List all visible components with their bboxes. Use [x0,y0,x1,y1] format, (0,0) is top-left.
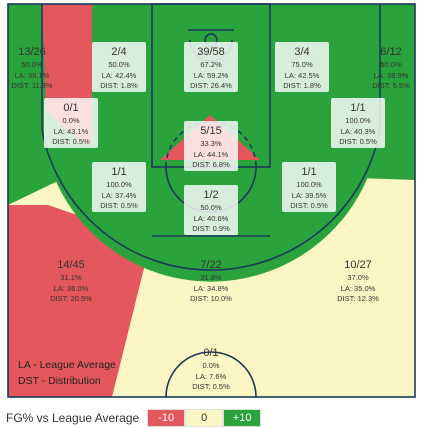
zone-league-average: LA: 7.6% [196,372,227,381]
zone-league-average: LA: 43.1% [54,127,89,136]
zone-fg-pct: 100.0% [345,116,371,125]
zone-fg-pct: 50.0% [108,60,130,69]
zone-fg-pct: 31.8% [200,273,222,282]
shot-chart-court: 13/26 50.0% LA: 38.1%DIST: 11.8% 2/4 50.0% LA… [7,3,416,398]
zone-fg-pct: 50.0% [380,60,402,69]
legend-item: 0 [185,409,224,427]
zone-fg-value: 2/4 [111,46,126,58]
zone-fg-value: 6/12 [380,46,401,58]
zone-distribution: DIST: 1.8% [283,81,321,90]
zone-label-right-baseline-mid: 1/1 100.0% LA: 40.3%DIST: 0.5% [331,98,385,148]
zone-league-average: LA: 44.1% [194,150,229,159]
zone-fg-value: 39/58 [197,46,225,58]
zone-league-average: LA: 35.0% [341,284,376,293]
zone-league-average: LA: 42.4% [102,71,137,80]
zone-distribution: DIST: 1.8% [100,81,138,90]
zone-distribution: DIST: 0.5% [290,201,328,210]
zone-distribution: DIST: 0.5% [52,137,90,146]
zone-distribution: DIST: 12.3% [337,294,379,303]
zone-label-right-wing-mid: 1/1 100.0% LA: 39.5%DIST: 0.5% [282,162,336,212]
zone-distribution: DIST: 0.5% [339,137,377,146]
zone-league-average: LA: 40.6% [194,214,229,223]
zone-distribution: DIST: 6.8% [192,160,230,169]
zone-fg-pct: 100.0% [296,180,322,189]
zone-league-average: LA: 38.1% [15,71,50,80]
zone-fg-pct: 67.2% [200,60,222,69]
zone-label-box [44,98,98,148]
zone-label-paint-upper: 5/15 33.3% LA: 44.1%DIST: 6.8% [184,121,238,171]
zone-label-right-wing-three: 3/4 75.0% LA: 42.5%DIST: 1.8% [275,42,329,92]
zone-label-left-baseline-mid: 0/1 0.0% LA: 43.1%DIST: 0.5% [44,98,98,148]
zone-fg-value: 0/1 [63,102,78,114]
zone-label-box [275,42,329,92]
zone-fg-value: 0/1 [203,347,218,359]
zone-distribution: DIST: 5.5% [372,81,410,90]
zone-label-top-three: 39/58 67.2% LA: 59.2%DIST: 26.4% [184,42,238,92]
zone-fg-value: 1/1 [111,166,126,178]
zone-label-backcourt: 0/1 0.0% LA: 7.6%DIST: 0.5% [192,347,230,391]
zone-distribution: DIST: 0.5% [192,382,230,391]
zone-label-box [184,185,238,235]
legend-item: +10 [223,409,262,427]
zone-label-box [331,98,385,148]
zone-league-average: LA: 59.2% [194,71,229,80]
zone-labels: 13/26 50.0% LA: 38.1%DIST: 11.8% 2/4 50.0% LA… [11,42,410,391]
zone-label-left-deep-three: 14/45 31.1% LA: 36.0%DIST: 20.5% [50,259,92,303]
zone-distribution: DIST: 0.9% [192,224,230,233]
zone-distribution: DIST: 20.5% [50,294,92,303]
zone-fg-value: 14/45 [57,259,85,271]
zone-league-average: LA: 38.9% [374,71,409,80]
zone-fg-value: 1/1 [350,102,365,114]
zone-fg-value: 5/15 [200,125,221,137]
zone-label-right-deep-three: 10/27 37.0% LA: 35.0%DIST: 12.3% [337,259,379,303]
zone-fg-pct: 75.0% [291,60,313,69]
legend-title: FG% vs League Average [6,411,140,425]
zone-league-average: LA: 40.3% [341,127,376,136]
zone-label-center-deep-three: 7/22 31.8% LA: 34.8%DIST: 10.0% [190,259,232,303]
zone-fg-value: 3/4 [294,46,309,58]
zone-label-box [282,162,336,212]
zone-label-box [184,42,238,92]
zone-fg-value: 1/2 [203,189,218,201]
note-distribution: DST - Distribution [18,375,101,387]
zone-distribution: DIST: 0.5% [100,201,138,210]
zone-league-average: LA: 36.0% [54,284,89,293]
zone-fg-value: 7/22 [200,259,221,271]
zone-fg-value: 1/1 [301,166,316,178]
zone-fg-value: 13/26 [18,46,46,58]
zone-fg-pct: 37.0% [347,273,369,282]
zone-fg-pct: 31.1% [60,273,82,282]
zone-fg-pct: 100.0% [106,180,132,189]
zone-fg-pct: 50.0% [21,60,43,69]
zone-label-left-corner-three: 13/26 50.0% LA: 38.1%DIST: 11.8% [11,46,52,90]
legend-item: -10 [147,409,186,427]
zone-label-left-wing-three: 2/4 50.0% LA: 42.4%DIST: 1.8% [92,42,146,92]
legend-items: -10 0 +10 [147,409,262,427]
legend-footer: FG% vs League Average -10 0 +10 [6,408,262,428]
zone-fill-center-deep-three [112,236,318,397]
zone-fg-value: 10/27 [344,259,372,271]
zone-fg-pct: 0.0% [62,116,79,125]
zone-league-average: LA: 37.4% [102,191,137,200]
zone-fill-right-corner-three [358,4,415,180]
zone-label-box [92,162,146,212]
zone-fill-left-deep-three [8,205,152,397]
zone-fg-pct: 33.3% [200,139,222,148]
zone-fg-pct: 50.0% [200,203,222,212]
zone-distribution: DIST: 10.0% [190,294,232,303]
zone-label-box [92,42,146,92]
zone-league-average: LA: 42.5% [285,71,320,80]
zone-distribution: DIST: 26.4% [190,81,232,90]
zone-label-left-wing-mid: 1/1 100.0% LA: 37.4%DIST: 0.5% [92,162,146,212]
zone-label-box [184,121,238,171]
zone-fg-pct: 0.0% [202,361,219,370]
zone-distribution: DIST: 11.8% [11,81,52,90]
zone-label-right-corner-three: 6/12 50.0% LA: 38.9%DIST: 5.5% [372,46,410,90]
zone-league-average: LA: 34.8% [194,284,229,293]
zone-label-top-mid: 1/2 50.0% LA: 40.6%DIST: 0.9% [184,185,238,235]
note-league-average: LA - League Average [18,359,116,371]
zone-league-average: LA: 39.5% [292,191,327,200]
